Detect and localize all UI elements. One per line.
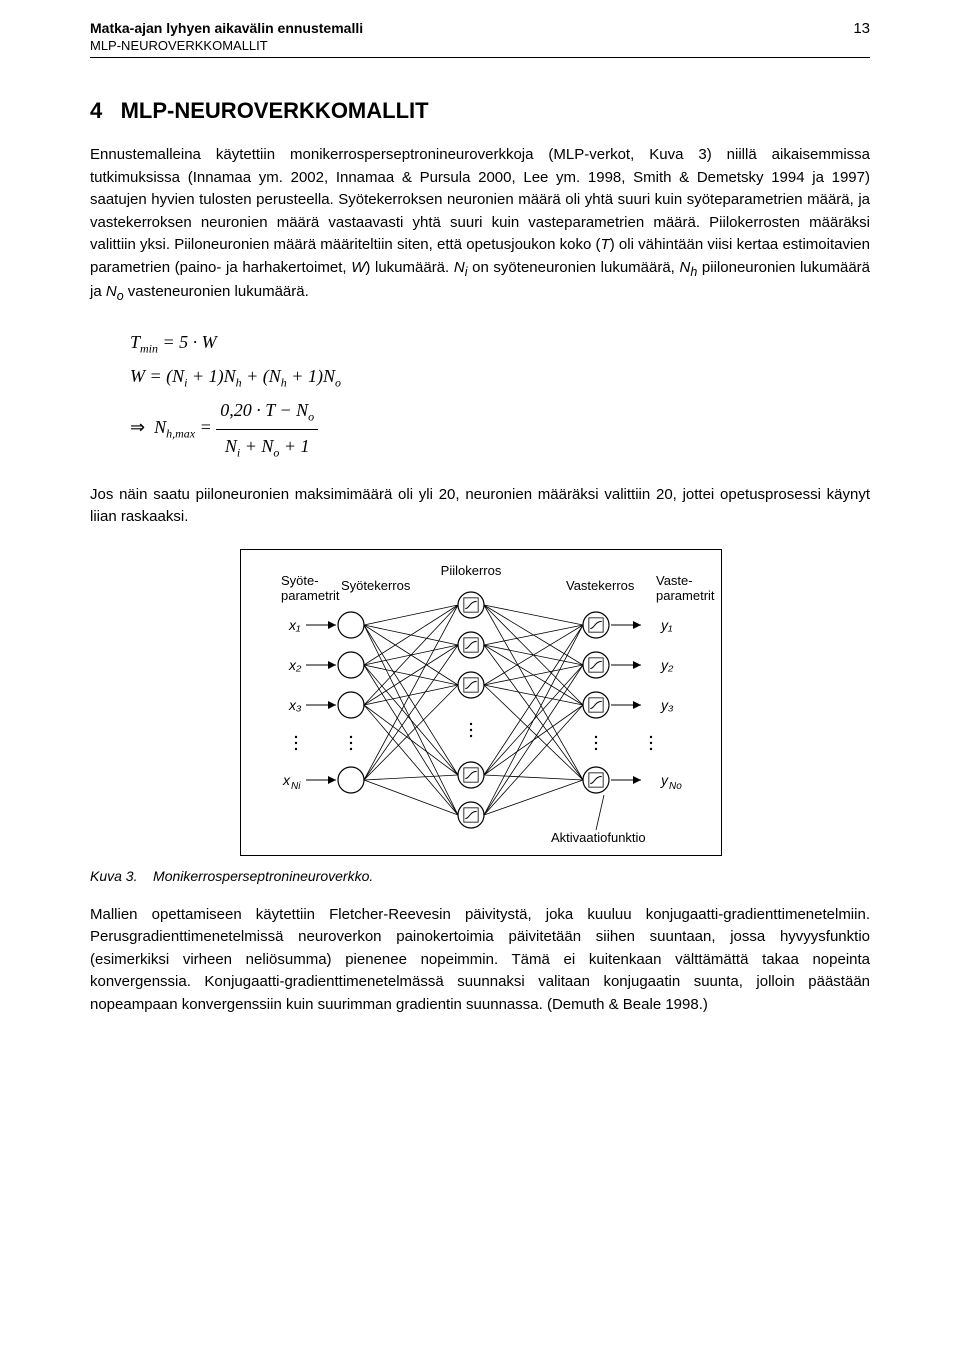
page-number: 13 bbox=[853, 20, 870, 37]
svg-text:parametrit: parametrit bbox=[281, 588, 340, 603]
equation-2: W = (Ni + 1)Nh + (Nh + 1)No bbox=[130, 360, 870, 394]
section-heading: MLP-NEUROVERKKOMALLIT bbox=[121, 98, 429, 123]
header-left: Matka-ajan lyhyen aikavälin ennustemalli… bbox=[90, 20, 843, 53]
svg-text:y₂: y₂ bbox=[660, 657, 674, 673]
page: Matka-ajan lyhyen aikavälin ennustemalli… bbox=[0, 0, 960, 1071]
paragraph-2: Jos näin saatu piiloneuronien maksimimää… bbox=[90, 484, 870, 529]
figure-text: Monikerrosperseptronineuroverkko. bbox=[153, 868, 373, 884]
network-svg: Syöte-parametritSyötekerrosPiilokerrosVa… bbox=[241, 550, 721, 850]
svg-text:parametrit: parametrit bbox=[656, 588, 715, 603]
svg-text:Vaste-: Vaste- bbox=[656, 573, 693, 588]
equation-3: ⇒ Nh,max = 0,20 · T − No Ni + No + 1 bbox=[130, 394, 870, 463]
svg-text:No: No bbox=[669, 781, 682, 792]
figure-number: Kuva 3. bbox=[90, 868, 137, 884]
header-title: Matka-ajan lyhyen aikavälin ennustemalli bbox=[90, 20, 843, 36]
svg-text:Ni: Ni bbox=[291, 781, 301, 792]
equation-1: Tmin = 5 · W bbox=[130, 326, 870, 360]
svg-text:x: x bbox=[282, 772, 291, 788]
network-diagram: Syöte-parametritSyötekerrosPiilokerrosVa… bbox=[240, 549, 722, 856]
svg-text:Vastekerros: Vastekerros bbox=[566, 578, 635, 593]
section-number: 4 bbox=[90, 98, 102, 123]
paragraph-3: Mallien opettamiseen käytettiin Fletcher… bbox=[90, 904, 870, 1017]
svg-text:y: y bbox=[660, 772, 669, 788]
page-header: Matka-ajan lyhyen aikavälin ennustemalli… bbox=[90, 20, 870, 53]
svg-text:Syötekerros: Syötekerros bbox=[341, 578, 411, 593]
paragraph-1: Ennustemalleina käytettiin monikerrosper… bbox=[90, 144, 870, 306]
header-rule bbox=[90, 57, 870, 58]
figure-caption: Kuva 3. Monikerrosperseptronineuroverkko… bbox=[90, 868, 870, 884]
svg-text:x₂: x₂ bbox=[288, 657, 302, 673]
svg-text:y₁: y₁ bbox=[660, 617, 673, 633]
svg-text:y₃: y₃ bbox=[660, 697, 674, 713]
header-subtitle: MLP-NEUROVERKKOMALLIT bbox=[90, 38, 843, 53]
svg-text:Syöte-: Syöte- bbox=[281, 573, 319, 588]
svg-text:Aktivaatiofunktio: Aktivaatiofunktio bbox=[551, 830, 646, 845]
svg-text:Piilokerros: Piilokerros bbox=[441, 563, 502, 578]
section-title: 4 MLP-NEUROVERKKOMALLIT bbox=[90, 98, 870, 124]
svg-text:x₁: x₁ bbox=[288, 617, 301, 633]
equation-block: Tmin = 5 · W W = (Ni + 1)Nh + (Nh + 1)No… bbox=[130, 326, 870, 464]
svg-text:x₃: x₃ bbox=[288, 697, 302, 713]
